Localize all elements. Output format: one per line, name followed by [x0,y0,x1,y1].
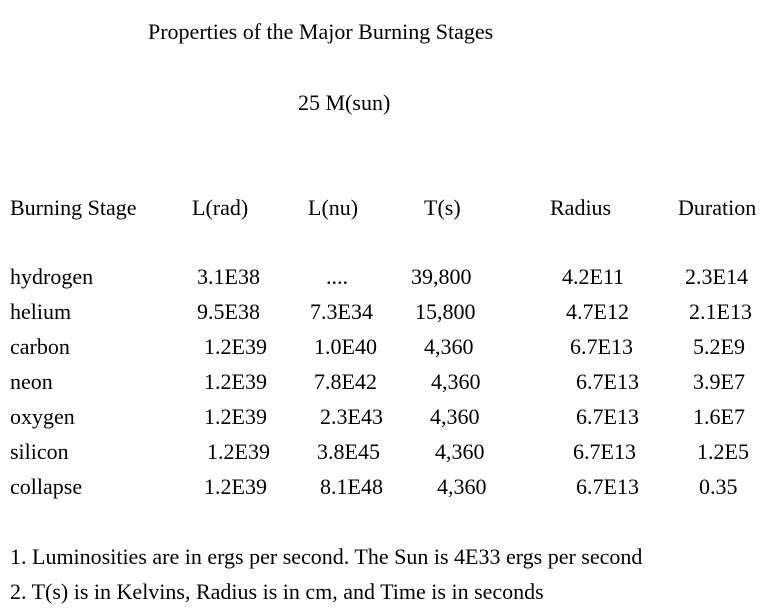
cell-t-s: 4,360 [431,369,481,394]
cell-radius: 6.7E13 [576,369,639,394]
cell-t-s: 4,360 [435,439,485,464]
note-1: 1. Luminosities are in ergs per second. … [10,544,643,569]
page-title: Properties of the Major Burning Stages [148,19,494,44]
cell-duration: 2.3E14 [685,264,748,289]
header-radius: Radius [550,195,612,220]
header-duration: Duration [678,195,757,220]
cell-l-rad: 1.2E39 [207,439,270,464]
page-subtitle: 25 M(sun) [298,90,391,115]
cell-l-rad: 1.2E39 [204,474,267,499]
cell-l-nu: .... [326,264,348,289]
cell-radius: 6.7E13 [570,334,633,359]
cell-stage: silicon [10,439,69,464]
cell-l-nu: 2.3E43 [320,404,383,429]
cell-l-rad: 3.1E38 [197,264,260,289]
cell-stage: collapse [10,474,83,499]
cell-t-s: 4,360 [430,404,480,429]
cell-t-s: 4,360 [424,334,474,359]
cell-duration: 1.2E5 [697,439,749,464]
cell-radius: 4.7E12 [566,299,629,324]
cell-l-rad: 9.5E38 [197,299,260,324]
cell-duration: 3.9E7 [693,369,745,394]
cell-duration: 5.2E9 [693,334,745,359]
cell-stage: carbon [10,334,70,359]
cell-radius: 6.7E13 [576,474,639,499]
header-l-nu: L(nu) [308,195,359,220]
header-t-s: T(s) [424,195,461,220]
header-stage: Burning Stage [10,195,137,220]
cell-l-nu: 8.1E48 [320,474,383,499]
note-2: 2. T(s) is in Kelvins, Radius is in cm, … [10,579,544,604]
cell-l-rad: 1.2E39 [204,334,267,359]
cell-l-nu: 7.3E34 [310,299,373,324]
cell-l-rad: 1.2E39 [204,404,267,429]
cell-stage: oxygen [10,404,75,429]
cell-stage: hydrogen [10,264,94,289]
cell-duration: 1.6E7 [693,404,745,429]
header-l-rad: L(rad) [192,195,249,220]
cell-radius: 6.7E13 [573,439,636,464]
cell-radius: 4.2E11 [562,264,625,289]
cell-stage: helium [10,299,72,324]
cell-duration: 2.1E13 [689,299,752,324]
cell-t-s: 4,360 [437,474,487,499]
cell-l-nu: 7.8E42 [314,369,377,394]
cell-l-nu: 3.8E45 [317,439,380,464]
cell-t-s: 39,800 [411,264,472,289]
cell-t-s: 15,800 [415,299,476,324]
cell-radius: 6.7E13 [576,404,639,429]
cell-duration: 0.35 [699,474,738,499]
cell-l-nu: 1.0E40 [314,334,377,359]
cell-l-rad: 1.2E39 [204,369,267,394]
cell-stage: neon [10,369,53,394]
